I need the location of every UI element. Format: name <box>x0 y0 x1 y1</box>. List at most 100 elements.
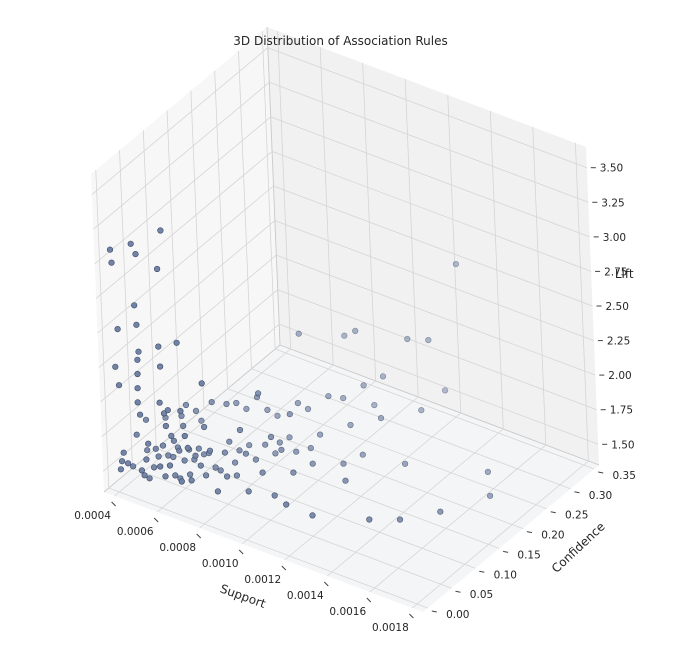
grid-line <box>132 467 452 589</box>
x-tick-label: 0.0006 <box>117 526 154 538</box>
data-point <box>307 445 314 452</box>
data-point <box>182 401 190 409</box>
data-point <box>272 450 279 457</box>
data-point <box>192 452 199 459</box>
y-tick-label: 0.25 <box>565 510 588 522</box>
data-point <box>187 471 194 478</box>
data-point <box>168 432 175 440</box>
data-point <box>342 477 349 484</box>
data-point <box>198 417 205 424</box>
data-point <box>177 408 184 415</box>
grid-line <box>270 116 590 238</box>
data-point <box>246 442 253 449</box>
data-point <box>379 373 387 380</box>
z-tick-label: 2.25 <box>607 336 630 348</box>
grid-line <box>95 151 273 299</box>
data-point <box>138 467 145 474</box>
data-point <box>366 516 373 523</box>
chart-title: 3D Distribution of Association Rules <box>233 34 447 48</box>
y-tick-label: 0.10 <box>494 569 517 581</box>
grid-line <box>241 396 419 545</box>
data-point <box>162 473 169 480</box>
tick-mark <box>455 590 461 593</box>
y-tick-label: 0.20 <box>541 530 564 542</box>
data-point <box>402 460 409 467</box>
grid-line <box>369 444 547 593</box>
data-point <box>203 472 210 479</box>
grid-line <box>267 47 587 169</box>
data-point <box>125 460 132 467</box>
data-point <box>208 399 215 406</box>
data-point <box>325 393 332 400</box>
grid-line <box>279 323 599 445</box>
data-point <box>295 330 302 337</box>
grid-line <box>271 151 592 272</box>
data-point <box>192 407 200 415</box>
data-point <box>141 472 148 479</box>
floor-pane <box>104 345 599 612</box>
x-tick-label: 0.0012 <box>244 574 281 586</box>
data-point <box>198 380 205 387</box>
data-point <box>137 411 144 418</box>
data-point <box>245 488 252 495</box>
data-point <box>144 447 151 454</box>
data-point <box>223 400 230 408</box>
data-point <box>195 445 202 452</box>
data-point <box>155 343 162 350</box>
data-point <box>304 405 312 413</box>
data-point <box>162 422 169 430</box>
data-point <box>160 410 168 417</box>
y-tick-label: 0.35 <box>613 470 636 482</box>
y-tick-label: 0.15 <box>517 549 540 561</box>
data-point <box>134 385 141 392</box>
x-tick-label: 0.0010 <box>202 558 239 570</box>
z-tick-label: 1.75 <box>610 405 633 417</box>
data-point <box>294 400 302 407</box>
data-point <box>201 423 208 431</box>
data-point <box>274 412 281 419</box>
x-tick-label: 0.0018 <box>372 622 409 634</box>
tick-mark <box>526 531 532 534</box>
data-point <box>271 492 278 499</box>
data-point <box>146 475 153 482</box>
tick-mark <box>409 613 414 619</box>
grid-line <box>179 428 500 549</box>
data-point <box>180 422 187 430</box>
data-point <box>184 444 191 452</box>
grid-line <box>91 47 269 196</box>
grid-line <box>108 487 428 609</box>
data-point <box>178 478 185 485</box>
z-tick-label: 3.00 <box>603 232 626 244</box>
data-point <box>317 431 324 438</box>
data-point <box>173 339 180 346</box>
grid-line <box>276 254 596 376</box>
data-point <box>371 402 378 409</box>
data-point <box>418 407 425 414</box>
data-point <box>236 447 243 454</box>
data-point <box>206 447 214 454</box>
tick-mark <box>153 517 159 523</box>
grid-line <box>101 289 278 438</box>
data-point <box>155 453 162 460</box>
data-point <box>133 431 140 438</box>
tick-mark <box>431 610 437 613</box>
grid-line <box>275 348 595 470</box>
data-point <box>286 411 293 418</box>
grid-line <box>97 185 274 334</box>
data-point <box>176 447 183 454</box>
data-point <box>132 251 139 258</box>
data-point <box>143 456 150 463</box>
data-point <box>283 501 290 508</box>
grid-line <box>199 380 376 529</box>
grid-lines <box>91 26 600 609</box>
data-point <box>290 469 297 476</box>
data-point <box>484 468 492 476</box>
tick-mark <box>550 511 556 514</box>
z-tick-label: 3.25 <box>601 197 624 209</box>
data-point <box>170 437 177 444</box>
data-point <box>217 467 224 474</box>
x-tick-label: 0.0014 <box>287 590 324 602</box>
data-points <box>106 227 494 523</box>
tick-mark <box>503 550 509 553</box>
